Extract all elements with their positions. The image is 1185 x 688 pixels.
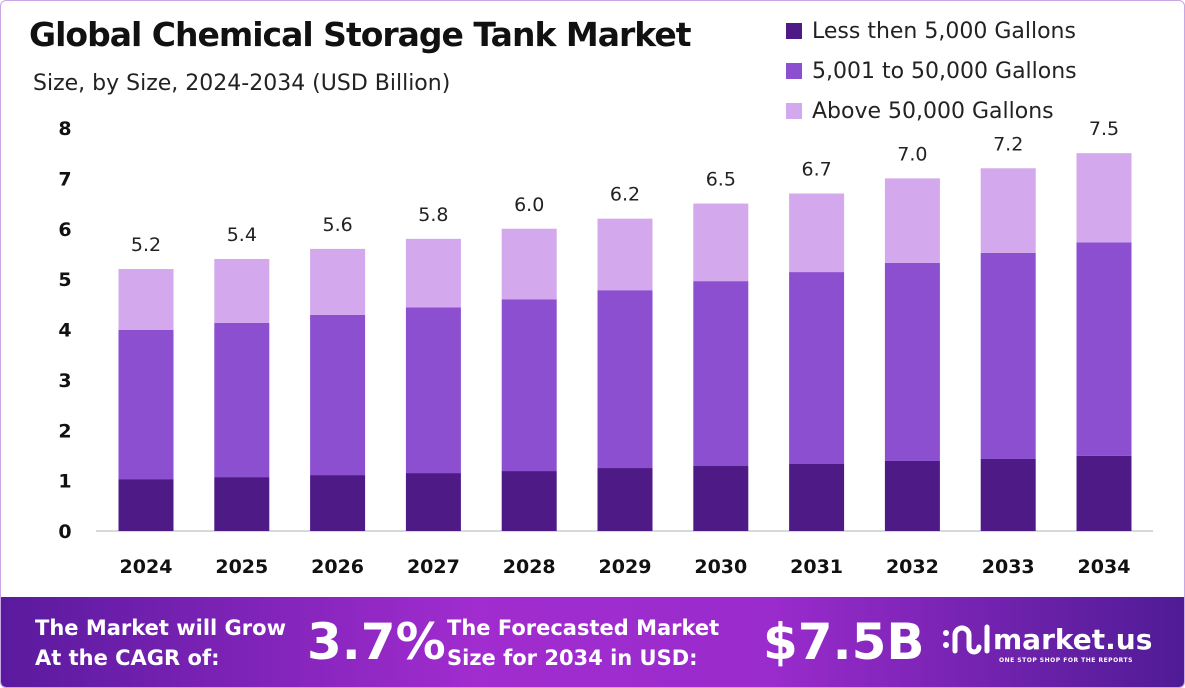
logo-mark-icon bbox=[943, 624, 990, 655]
bar-segment bbox=[693, 281, 749, 467]
forecast-label: The Forecasted Market Size for 2034 in U… bbox=[447, 613, 719, 673]
chart-title: Global Chemical Storage Tank Market bbox=[29, 15, 691, 54]
legend: Less then 5,000 Gallons 5,001 to 50,000 G… bbox=[786, 11, 1077, 131]
legend-item: Above 50,000 Gallons bbox=[786, 91, 1077, 131]
bar-segment bbox=[980, 168, 1036, 253]
bar-segment bbox=[405, 307, 461, 474]
y-tick-label: 1 bbox=[58, 471, 71, 493]
data-label: 7.2 bbox=[993, 133, 1023, 155]
x-tick-label: 2027 bbox=[407, 556, 460, 578]
x-tick-label: 2031 bbox=[790, 556, 843, 578]
legend-item: Less then 5,000 Gallons bbox=[786, 11, 1077, 51]
data-label: 5.2 bbox=[131, 234, 161, 256]
bar-segment bbox=[118, 479, 174, 531]
bar-segment bbox=[693, 203, 749, 282]
x-tick-label: 2033 bbox=[982, 556, 1035, 578]
bar-segment bbox=[597, 290, 653, 469]
x-tick-label: 2032 bbox=[886, 556, 939, 578]
chart-subtitle: Size, by Size, 2024-2034 (USD Billion) bbox=[33, 71, 451, 96]
x-tick-label: 2030 bbox=[694, 556, 747, 578]
legend-item: 5,001 to 50,000 Gallons bbox=[786, 51, 1077, 91]
x-tick-label: 2034 bbox=[1078, 556, 1131, 578]
bar-segment bbox=[501, 228, 557, 300]
data-label: 5.6 bbox=[322, 214, 352, 236]
bar-segment bbox=[501, 299, 557, 472]
logo-tagline: ONE STOP SHOP FOR THE REPORTS bbox=[999, 657, 1133, 664]
bar-segment bbox=[118, 330, 174, 480]
bar-segment bbox=[884, 460, 940, 531]
legend-swatch bbox=[786, 23, 802, 39]
forecast-value: $7.5B bbox=[763, 613, 925, 671]
y-tick-label: 8 bbox=[58, 118, 71, 140]
cagr-value: 3.7% bbox=[307, 613, 446, 671]
bar-segment bbox=[789, 464, 845, 531]
bar-segment bbox=[310, 248, 366, 315]
bar-segment bbox=[405, 238, 461, 308]
bar-segment bbox=[980, 252, 1036, 459]
x-tick-label: 2029 bbox=[599, 556, 652, 578]
y-tick-label: 6 bbox=[58, 219, 71, 241]
x-tick-label: 2028 bbox=[503, 556, 556, 578]
cagr-label: The Market will Grow At the CAGR of: bbox=[35, 613, 286, 673]
bar-segment bbox=[884, 263, 940, 461]
bar-segment bbox=[501, 471, 557, 531]
bar-segment bbox=[693, 466, 749, 531]
bar-segment bbox=[789, 272, 845, 465]
x-tick-label: 2025 bbox=[215, 556, 268, 578]
y-tick-label: 5 bbox=[58, 269, 71, 291]
forecast-label-line1: The Forecasted Market bbox=[447, 616, 720, 640]
bar-segment bbox=[405, 473, 461, 531]
bar-segment bbox=[980, 458, 1036, 531]
legend-label: Above 50,000 Gallons bbox=[812, 98, 1054, 124]
y-tick-label: 4 bbox=[58, 320, 71, 342]
bar-segment bbox=[214, 258, 270, 323]
bar-segment bbox=[1076, 242, 1132, 456]
bar-segment bbox=[789, 193, 845, 273]
bar-chart: 0 1 2 3 4 5 6 7 8 5.2 2024 5.4 2025 5.6 2026 5.8 2027 6.0… bbox=[58, 118, 1153, 578]
data-label: 5.8 bbox=[418, 204, 448, 226]
y-tick-label: 3 bbox=[58, 370, 71, 392]
y-tick-label: 7 bbox=[58, 168, 71, 190]
bar-segment bbox=[214, 322, 270, 478]
x-tick-label: 2024 bbox=[120, 556, 173, 578]
bar-segment bbox=[884, 178, 940, 264]
bar-segment bbox=[310, 314, 366, 476]
bar-segment bbox=[1076, 455, 1132, 531]
y-tick-label: 2 bbox=[58, 420, 71, 442]
bar-segment bbox=[1076, 153, 1132, 243]
data-label: 5.4 bbox=[227, 224, 257, 246]
y-tick-label: 0 bbox=[58, 521, 71, 543]
legend-swatch bbox=[786, 63, 802, 79]
data-label: 6.0 bbox=[514, 194, 544, 216]
summary-banner: The Market will Grow At the CAGR of: 3.7… bbox=[1, 597, 1184, 687]
legend-swatch bbox=[786, 103, 802, 119]
bar-segment bbox=[597, 218, 653, 291]
bar-segment bbox=[118, 269, 174, 331]
data-label: 6.7 bbox=[801, 158, 831, 180]
bar-segment bbox=[597, 468, 653, 531]
cagr-label-line2: At the CAGR of: bbox=[35, 646, 220, 670]
legend-label: 5,001 to 50,000 Gallons bbox=[812, 58, 1077, 84]
data-label: 7.0 bbox=[897, 143, 927, 165]
cagr-label-line1: The Market will Grow bbox=[35, 616, 286, 640]
legend-label: Less then 5,000 Gallons bbox=[812, 18, 1076, 44]
bar-segment bbox=[310, 475, 366, 531]
data-label: 6.5 bbox=[706, 169, 736, 191]
forecast-label-line2: Size for 2034 in USD: bbox=[447, 646, 698, 670]
data-label: 7.5 bbox=[1089, 118, 1119, 140]
market-us-logo: market.us ONE STOP SHOP FOR THE REPORTS bbox=[941, 621, 1153, 664]
x-tick-label: 2026 bbox=[311, 556, 364, 578]
logo-text: market.us bbox=[993, 622, 1153, 656]
bar-segment bbox=[214, 477, 270, 531]
data-label: 6.2 bbox=[610, 184, 640, 206]
